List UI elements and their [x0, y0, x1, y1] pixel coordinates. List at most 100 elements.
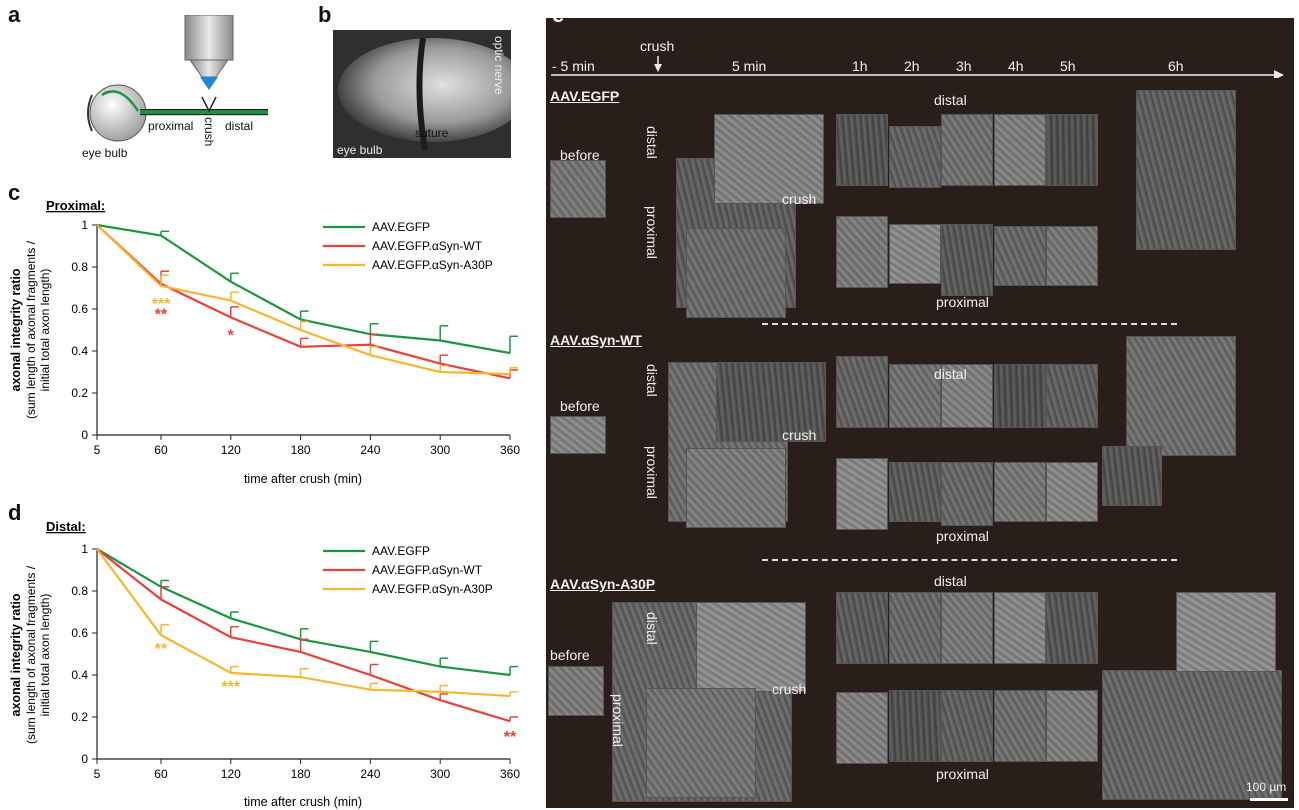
group-egfp-title: AAV.EGFP	[550, 88, 620, 104]
panel-label-b: b	[318, 2, 332, 27]
group-egfp-proximal: proximal	[936, 294, 989, 310]
micro-tile-11	[994, 226, 1046, 286]
micro-tile-30	[1102, 446, 1162, 506]
timeline-crush: crush	[640, 38, 675, 54]
dist-legend-label-0: AAV.EGFP	[372, 544, 430, 558]
label-crush: crush	[202, 117, 216, 146]
group-a30p-proximal: proximal	[936, 766, 989, 782]
dist-legend-label-2: AAV.EGFP.αSyn-A30P	[372, 582, 493, 596]
timeline-minus5: - 5 min	[552, 58, 595, 74]
group-a30p-proximal-side: proximal	[610, 694, 626, 747]
dist-ytick-label-2: 0.4	[71, 668, 88, 682]
micro-tile-8	[941, 114, 993, 186]
micro-tile-41	[994, 592, 1046, 664]
group-egfp-proximal-side: proximal	[644, 206, 660, 259]
group-wt-proximal: proximal	[936, 528, 989, 544]
crush-mark	[201, 96, 217, 113]
dist-xtick-label-2: 120	[221, 767, 241, 781]
micro-tile-7	[889, 224, 941, 284]
timeline-2h: 2h	[904, 58, 920, 74]
optic-nerve-line	[140, 110, 268, 114]
timeline-4h: 4h	[1008, 58, 1024, 74]
micro-tile-10	[994, 114, 1046, 186]
dist-xtick-label-4: 240	[360, 767, 380, 781]
dist-annotation-1: ***	[221, 679, 240, 696]
timeline-6h: 6h	[1168, 58, 1184, 74]
panel-e-microscopy: - 5 min crush 5 min 1h 2h 3h 4h 5h 6h AA…	[546, 18, 1294, 808]
scale-bar-label: 100 µm	[1246, 780, 1287, 794]
timeline-5min: 5 min	[732, 58, 767, 74]
micro-tile-45	[1102, 670, 1282, 800]
dist-ytick-label-4: 0.8	[71, 584, 88, 598]
micro-tile-5	[836, 216, 888, 288]
micro-tile-3	[686, 228, 786, 318]
micro-tile-26	[994, 462, 1046, 522]
prox-ytick-label-5: 1	[81, 218, 88, 232]
group-a30p-before: before	[550, 647, 590, 663]
prox-annotation-1: **	[155, 307, 168, 324]
micro-tile-28	[1046, 462, 1098, 522]
dist-ytick-label-5: 1	[81, 542, 88, 556]
chart-proximal-ylabel-sub2: initial total axon length)	[38, 269, 52, 392]
prox-ytick-label-3: 0.6	[71, 302, 88, 316]
optic-nerve-photo: suture eye bulb optic nerve	[333, 30, 511, 158]
micro-tile-4	[836, 114, 888, 186]
group-a30p-distal: distal	[934, 573, 967, 589]
micro-tile-39	[941, 592, 993, 664]
prox-xtick-label-3: 180	[291, 443, 311, 457]
chart-distal-ylabel: axonal integrity ratio	[9, 593, 23, 716]
prox-legend-label-2: AAV.EGFP.αSyn-A30P	[372, 258, 493, 272]
micro-tile-27	[1046, 364, 1098, 428]
prox-legend-label-0: AAV.EGFP	[372, 220, 430, 234]
prox-ytick-label-0: 0	[81, 428, 88, 442]
group-a30p-title: AAV.αSyn-A30P	[550, 576, 656, 592]
label-eye-bulb: eye bulb	[82, 146, 128, 160]
timeline-1h: 1h	[852, 58, 868, 74]
timeline-3h: 3h	[956, 58, 972, 74]
divider-2	[762, 559, 1177, 561]
micro-tile-43	[1046, 592, 1098, 664]
group-a30p-crush: crush	[772, 681, 807, 697]
micro-tile-6	[889, 126, 941, 188]
micro-tile-24	[941, 462, 993, 526]
group-wt-distal-side: distal	[644, 364, 660, 397]
chart-distal-ylabel-sub2: initial total axon length)	[38, 594, 52, 717]
micro-tile-38	[889, 690, 941, 762]
prox-annotation-0: ***	[152, 296, 171, 313]
panel-label-c: c	[8, 180, 21, 205]
group-wt-before: before	[560, 398, 600, 414]
panel-label-a: a	[8, 2, 21, 27]
chart-proximal-xlabel: time after crush (min)	[244, 472, 362, 486]
dist-annotation-2: **	[504, 729, 517, 746]
micro-tile-44	[1046, 690, 1098, 762]
panel-a-schematic: * proximal distal crush eye bulb	[40, 14, 280, 175]
prox-xtick-label-6: 360	[500, 443, 520, 457]
dist-xtick-label-0: 5	[94, 767, 101, 781]
micro-tile-36	[836, 692, 888, 764]
micro-tile-46	[1176, 592, 1276, 672]
micro-tile-33	[696, 602, 806, 692]
prox-ytick-label-1: 0.2	[71, 386, 88, 400]
micro-tile-22	[889, 462, 941, 522]
label-distal: distal	[225, 119, 253, 133]
micro-tile-37	[889, 592, 941, 664]
micro-tile-9	[941, 224, 993, 296]
group-wt-distal: distal	[934, 366, 967, 382]
prox-legend-label-1: AAV.EGFP.αSyn-WT	[372, 239, 483, 253]
micro-tile-14	[1136, 90, 1236, 250]
prox-xtick-label-2: 120	[221, 443, 241, 457]
dist-xtick-label-5: 300	[430, 767, 450, 781]
micro-tile-25	[994, 364, 1046, 428]
prox-xtick-label-4: 240	[360, 443, 380, 457]
micro-tile-34	[646, 688, 756, 798]
photo-label-optic-nerve: optic nerve	[492, 36, 506, 95]
group-egfp-before: before	[560, 147, 600, 163]
dist-xtick-label-1: 60	[154, 767, 168, 781]
chart-proximal-title: Proximal:	[46, 198, 105, 213]
micro-tile-35	[836, 592, 888, 664]
group-wt-crush: crush	[782, 427, 817, 443]
chart-distal-title: Distal:	[46, 519, 86, 534]
charts-svg: Proximal: axonal integrity ratio (sum le…	[9, 198, 520, 809]
micro-tile-0	[550, 160, 606, 218]
dist-annotation-0: **	[155, 641, 168, 658]
